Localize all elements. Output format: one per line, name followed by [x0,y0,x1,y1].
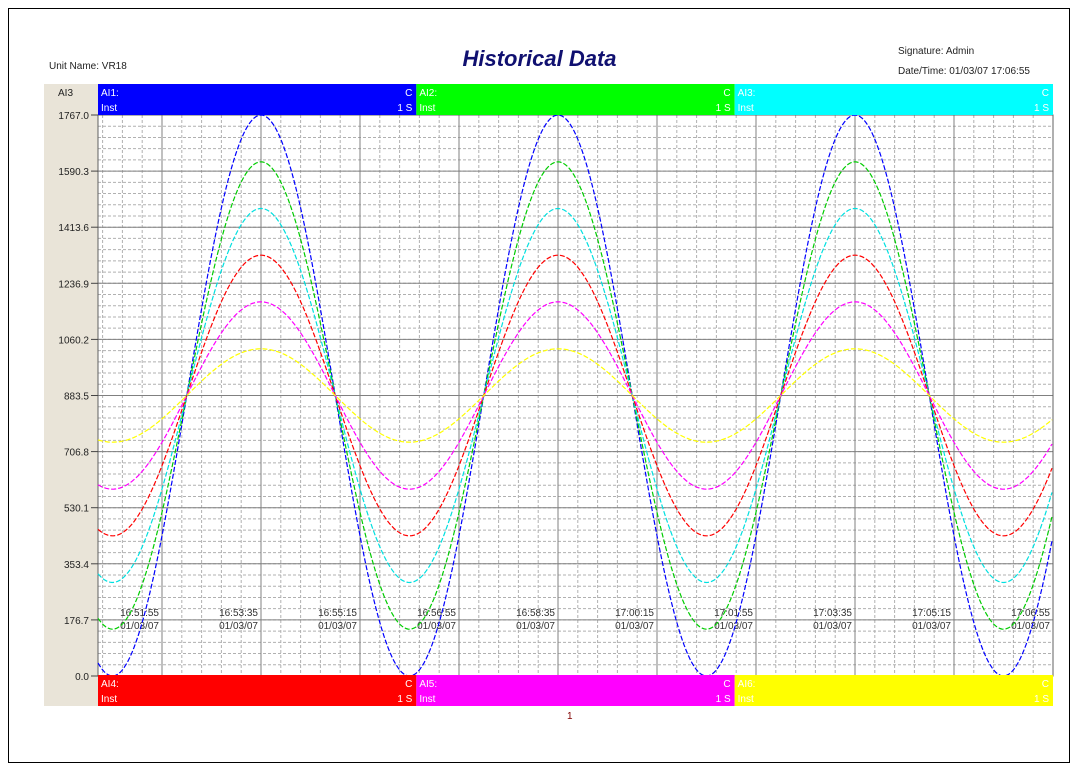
x-tick-time: 17:00:15 [615,608,654,619]
channel-rate: 1 S [1034,103,1049,114]
channel-name: AI4: [101,679,119,690]
series-line-ai4 [97,254,1053,537]
x-tick-date: 01/03/07 [120,621,159,632]
x-tick-time: 17:01:55 [714,608,753,619]
x-tick-time: 17:03:35 [813,608,852,619]
series-line-ai6 [97,348,1053,443]
series-line-ai3 [97,207,1053,584]
y-tick-label: 1413.6 [58,223,89,234]
y-axis-ticks: 0.0 176.7 353.4 530.1 706.8 883.5 1060.2 1236.9… [58,111,98,683]
channel-rate: 1 S [716,694,731,705]
y-tick-label: 353.4 [64,560,89,571]
report-datetime: Date/Time: 01/03/07 17:06:55 [898,66,1030,77]
series-line-ai5 [97,301,1053,490]
x-tick-date: 01/03/07 [714,621,753,632]
y-tick-label: 0.0 [75,672,89,683]
x-tick-time: 17:06:55 [1011,608,1050,619]
channel-corner-flag: C [405,88,412,99]
y-axis-panel [44,84,98,706]
channel-name: AI3: [738,88,756,99]
x-tick-time: 16:51:55 [120,608,159,619]
x-tick-date: 01/03/07 [219,621,258,632]
y-axis-channel-label: AI3 [58,88,73,99]
channel-rate: 1 S [716,103,731,114]
channel-corner-flag: C [1042,679,1049,690]
y-tick-label: 706.8 [64,448,89,459]
unit-name: Unit Name: VR18 [49,61,127,72]
x-tick-time: 16:55:15 [318,608,357,619]
channel-rate: 1 S [397,103,412,114]
signature: Signature: Admin [898,46,975,57]
channel-header-top: AI1: Inst C 1 S AI2: Inst C 1 S AI3: Inst C 1 S [98,84,1053,115]
channel-name: AI2: [419,88,437,99]
channel-header-ai6 [734,675,1053,706]
x-tick-time: 16:56:55 [417,608,456,619]
x-tick-time: 16:53:35 [219,608,258,619]
series-line-ai2 [97,161,1053,630]
channel-header-bottom: AI4: Inst C 1 S AI5: Inst C 1 S AI6: Inst C 1 S [98,675,1053,706]
series-line-ai1 [97,114,1053,677]
y-tick-label: 1236.9 [58,279,89,290]
channel-name: AI5: [419,679,437,690]
x-tick-time: 17:05:15 [912,608,951,619]
x-tick-date: 01/03/07 [318,621,357,632]
channel-header-ai4 [98,675,417,706]
channel-name: AI6: [738,679,756,690]
channel-mode: Inst [101,103,117,114]
x-tick-date: 01/03/07 [813,621,852,632]
x-tick-date: 01/03/07 [912,621,951,632]
x-tick-date: 01/03/07 [516,621,555,632]
y-tick-label: 883.5 [64,392,89,403]
channel-header-ai5 [416,675,735,706]
channel-corner-flag: C [723,88,730,99]
y-tick-label: 176.7 [64,616,89,627]
report-title: Historical Data [462,46,617,71]
x-tick-date: 01/03/07 [615,621,654,632]
channel-header-ai1 [98,84,417,115]
series-lines [97,114,1053,677]
channel-corner-flag: C [723,679,730,690]
channel-mode: Inst [101,694,117,705]
x-axis-time-labels: 16:51:55 01/03/07 16:53:35 01/03/07 16:55:15… [120,608,1050,632]
x-tick-date: 01/03/07 [417,621,456,632]
x-tick-time: 16:58:35 [516,608,555,619]
channel-rate: 1 S [1034,694,1049,705]
channel-header-ai2 [416,84,735,115]
x-tick-date: 01/03/07 [1011,621,1050,632]
channel-name: AI1: [101,88,119,99]
channel-rate: 1 S [397,694,412,705]
page-number: 1 [567,711,573,722]
y-tick-label: 1767.0 [58,111,89,122]
channel-mode: Inst [419,694,435,705]
y-tick-label: 1590.3 [58,167,89,178]
major-grid [97,114,1054,677]
channel-mode: Inst [419,103,435,114]
y-tick-label: 530.1 [64,504,89,515]
channel-corner-flag: C [405,679,412,690]
channel-mode: Inst [738,694,754,705]
channel-corner-flag: C [1042,88,1049,99]
channel-mode: Inst [738,103,754,114]
channel-header-ai3 [734,84,1053,115]
y-tick-label: 1060.2 [58,335,89,346]
